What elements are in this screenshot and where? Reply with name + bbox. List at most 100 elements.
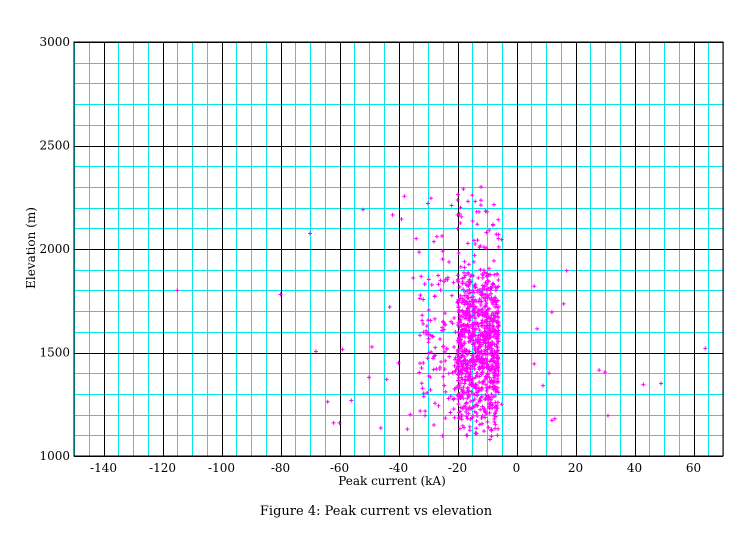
- data-point: [426, 277, 431, 282]
- data-point: [471, 326, 476, 331]
- data-point: [484, 412, 489, 417]
- data-point: [549, 418, 554, 423]
- data-point: [462, 289, 467, 294]
- data-point: [483, 341, 488, 346]
- data-point: [476, 349, 481, 354]
- data-point: [487, 368, 492, 373]
- data-point: [444, 346, 449, 351]
- data-point: [481, 245, 486, 250]
- figure-caption: Figure 4: Peak current vs elevation: [260, 504, 493, 519]
- data-point: [452, 363, 457, 368]
- data-point: [308, 231, 312, 236]
- data-point: [468, 372, 473, 377]
- data-point: [449, 203, 454, 208]
- data-point: [443, 311, 448, 316]
- data-point: [473, 298, 478, 303]
- data-point: [471, 308, 476, 313]
- y-tick-labels: 1000 1500 2000 2500 3000: [39, 35, 70, 463]
- data-point: [453, 369, 458, 374]
- data-point: [477, 245, 482, 250]
- data-point: [460, 423, 465, 428]
- data-point: [428, 318, 433, 323]
- x-tick-label: 40: [627, 461, 642, 475]
- data-point: [493, 422, 498, 427]
- y-tick-label: 1500: [39, 346, 70, 360]
- data-point: [486, 272, 491, 277]
- data-point: [425, 356, 430, 361]
- data-point: [482, 270, 487, 275]
- data-point: [466, 284, 471, 289]
- data-point: [470, 193, 475, 198]
- data-point: [485, 394, 490, 399]
- data-point: [499, 402, 504, 407]
- data-point: [477, 359, 482, 364]
- data-point: [494, 341, 499, 346]
- data-point: [440, 233, 445, 238]
- data-point: [449, 293, 454, 298]
- data-point: [493, 304, 498, 309]
- data-point: [422, 282, 427, 287]
- data-point: [428, 387, 433, 392]
- data-point: [496, 277, 501, 282]
- data-point: [561, 301, 566, 306]
- data-point: [462, 326, 467, 331]
- data-point: [462, 275, 467, 280]
- data-point: [467, 299, 472, 304]
- x-tick-label: -20: [448, 461, 467, 475]
- data-point: [455, 361, 460, 366]
- data-point: [455, 273, 460, 278]
- y-axis-label: Elevation (m): [24, 207, 38, 289]
- data-point: [442, 327, 447, 332]
- data-point: [486, 286, 491, 291]
- data-point: [278, 292, 283, 297]
- data-point: [488, 395, 493, 400]
- data-point: [489, 291, 494, 296]
- data-point: [475, 371, 480, 376]
- data-point: [456, 355, 461, 360]
- data-point: [465, 385, 470, 390]
- data-point: [463, 328, 468, 333]
- data-point: [458, 380, 463, 385]
- data-point: [480, 318, 485, 323]
- data-point: [462, 367, 467, 372]
- data-point: [471, 341, 476, 346]
- data-point: [448, 410, 453, 415]
- data-point: [459, 412, 464, 417]
- data-point: [442, 279, 447, 284]
- data-point: [491, 258, 496, 263]
- data-point: [489, 300, 494, 305]
- y-tick-label: 1000: [39, 449, 70, 463]
- data-point: [440, 257, 445, 262]
- data-point: [457, 298, 462, 303]
- data-point: [463, 335, 468, 340]
- data-point: [462, 341, 467, 346]
- data-points: [175, 184, 708, 442]
- data-point: [421, 321, 426, 326]
- data-point: [484, 292, 489, 297]
- data-point: [494, 232, 499, 237]
- data-point: [466, 411, 471, 416]
- data-point: [474, 358, 479, 363]
- data-point: [431, 422, 436, 427]
- data-point: [475, 222, 480, 227]
- data-point: [467, 428, 472, 433]
- data-point: [458, 394, 463, 399]
- data-point: [441, 374, 446, 379]
- data-point: [423, 413, 428, 418]
- data-point: [325, 399, 330, 404]
- data-point: [447, 354, 452, 359]
- data-point: [470, 413, 475, 418]
- data-point: [597, 368, 602, 373]
- data-point: [552, 416, 557, 421]
- data-point: [492, 378, 497, 383]
- data-point: [472, 409, 477, 414]
- data-point: [495, 285, 500, 290]
- data-point: [495, 359, 500, 364]
- data-point: [490, 363, 495, 368]
- data-point: [457, 383, 462, 388]
- data-point: [417, 333, 422, 338]
- data-point: [484, 349, 489, 354]
- data-point: [469, 383, 474, 388]
- data-point: [446, 396, 451, 401]
- data-point: [471, 259, 476, 264]
